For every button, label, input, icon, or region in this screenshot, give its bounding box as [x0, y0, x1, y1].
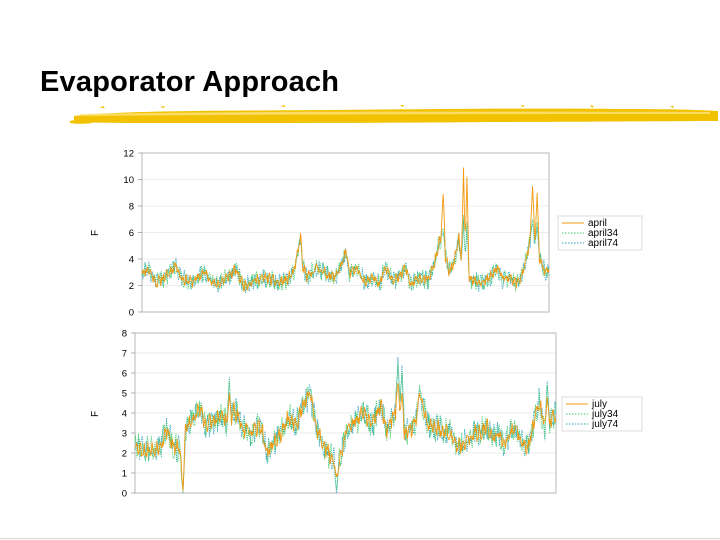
series-line-july74: [134, 356, 557, 494]
y-tick-label: 4: [129, 255, 134, 266]
y-axis-label: F: [90, 230, 101, 236]
legend: april april34 april74: [557, 215, 643, 251]
y-axis-label-text: F: [90, 230, 101, 236]
y-axis-label-text: F: [90, 411, 101, 417]
y-tick-label: 5: [122, 389, 127, 400]
legend-label-april: april: [588, 218, 607, 229]
april-chart: F 0 2 4 6 8 10 12 april april34 april74: [90, 149, 643, 319]
y-tick-label: 12: [123, 149, 134, 160]
july-chart: F 0 1 2 3 4 5 6 7 8 july july34 july74: [90, 329, 643, 500]
y-tick-label: 4: [122, 409, 127, 420]
y-tick-label: 2: [129, 281, 134, 292]
legend-label-july34: july34: [591, 409, 619, 420]
legend-label-april74: april74: [588, 238, 618, 249]
y-tick-label: 8: [129, 202, 134, 213]
y-tick-label: 6: [122, 369, 127, 380]
title-underline-brushstroke: [70, 105, 718, 124]
y-tick-label: 7: [122, 349, 127, 360]
series-line-april74: [141, 220, 550, 294]
y-tick-label: 1: [122, 469, 127, 480]
y-tick-label: 6: [129, 228, 134, 239]
series-line-april: [141, 167, 550, 292]
legend-label-april34: april34: [588, 228, 618, 239]
y-tick-label: 2: [122, 449, 127, 460]
y-tick-label: 10: [123, 175, 134, 186]
y-tick-label: 3: [122, 429, 127, 440]
y-tick-label: 0: [122, 489, 127, 500]
slide-title: Evaporator Approach: [40, 66, 340, 98]
y-tick-label: 0: [129, 308, 134, 319]
y-axis-label: F: [90, 411, 101, 417]
legend-label-july74: july74: [591, 419, 619, 430]
y-tick-label: 8: [122, 329, 127, 340]
legend: july july34 july74: [561, 396, 643, 432]
footer-divider: [0, 538, 720, 539]
series-line-july: [134, 382, 557, 492]
legend-label-july: july: [591, 399, 607, 410]
